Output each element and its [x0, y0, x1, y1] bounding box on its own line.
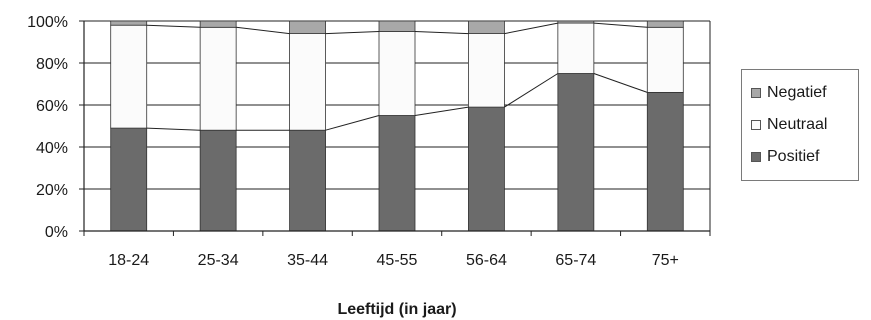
x-tick-label: 65-74 [555, 252, 596, 269]
legend-swatch-negatief [751, 88, 761, 98]
series-line-positief [325, 115, 380, 131]
x-tick-label: 25-34 [198, 252, 239, 269]
legend-swatch-neutraal [751, 120, 761, 130]
bar-segment-positief [378, 115, 416, 232]
legend-item-negatief: Negatief [751, 84, 827, 102]
y-tick-label: 0% [45, 224, 68, 241]
legend-label-positief: Positief [767, 148, 820, 165]
bar-segment-neutraal [557, 22, 595, 74]
bar-segment-neutraal [289, 33, 326, 131]
bar-segment-neutraal [110, 24, 148, 129]
bar-segment-negatief [110, 20, 148, 26]
series-line-neutraal [593, 22, 648, 28]
bar-segment-positief [468, 106, 505, 232]
bar-segment-neutraal [646, 26, 684, 93]
series-line-positief [593, 73, 648, 93]
bar-segment-negatief [289, 20, 326, 35]
legend-label-negatief: Negatief [767, 84, 827, 101]
series-line-neutraal [146, 24, 201, 28]
series-line-positief [504, 73, 559, 108]
bar-segment-positief [289, 129, 326, 232]
bar-segment-negatief [378, 20, 416, 32]
y-tick-label: 20% [36, 182, 68, 199]
bar-segment-neutraal [468, 33, 505, 108]
x-tick-labels: 18-24 25-34 35-44 45-55 56-64 65-74 75+ [108, 252, 679, 269]
bar-segment-negatief [468, 20, 505, 35]
series-line-neutraal [325, 31, 380, 35]
series-line-positief [146, 127, 201, 131]
legend-label-neutraal: Neutraal [767, 116, 828, 133]
y-tick-label: 100% [27, 14, 68, 31]
x-tick-label: 75+ [652, 252, 679, 269]
series-line-neutraal [236, 26, 290, 35]
series-line-positief [414, 106, 469, 116]
x-tick-label: 35-44 [287, 252, 328, 269]
bar-segment-negatief [646, 20, 684, 28]
x-axis-title: Leeftijd (in jaar) [337, 301, 456, 318]
legend-item-neutraal: Neutraal [751, 116, 827, 134]
bar-segment-positief [199, 129, 237, 232]
legend-item-positief: Positief [751, 148, 819, 166]
bar-segment-positief [646, 92, 684, 232]
axes [79, 20, 711, 236]
legend-swatch-positief [751, 152, 761, 162]
series-line-neutraal [414, 31, 469, 35]
bars [110, 20, 684, 232]
series-connector-lines [146, 22, 648, 131]
legend: Negatief Neutraal Positief [741, 69, 859, 181]
bar-segment-positief [557, 73, 595, 232]
y-tick-labels: 0% 20% 40% 60% 80% 100% [27, 14, 68, 241]
bar-segment-negatief [199, 20, 237, 28]
bar-segment-neutraal [378, 31, 416, 116]
y-tick-label: 80% [36, 56, 68, 73]
bar-segment-positief [110, 127, 148, 232]
x-tick-label: 18-24 [108, 252, 149, 269]
y-tick-label: 60% [36, 98, 68, 115]
y-tick-label: 40% [36, 140, 68, 157]
bar-segment-neutraal [199, 26, 237, 131]
series-line-neutraal [504, 22, 558, 35]
bar-segment-negatief [557, 20, 595, 24]
x-tick-label: 45-55 [377, 252, 418, 269]
x-tick-label: 56-64 [466, 252, 507, 269]
